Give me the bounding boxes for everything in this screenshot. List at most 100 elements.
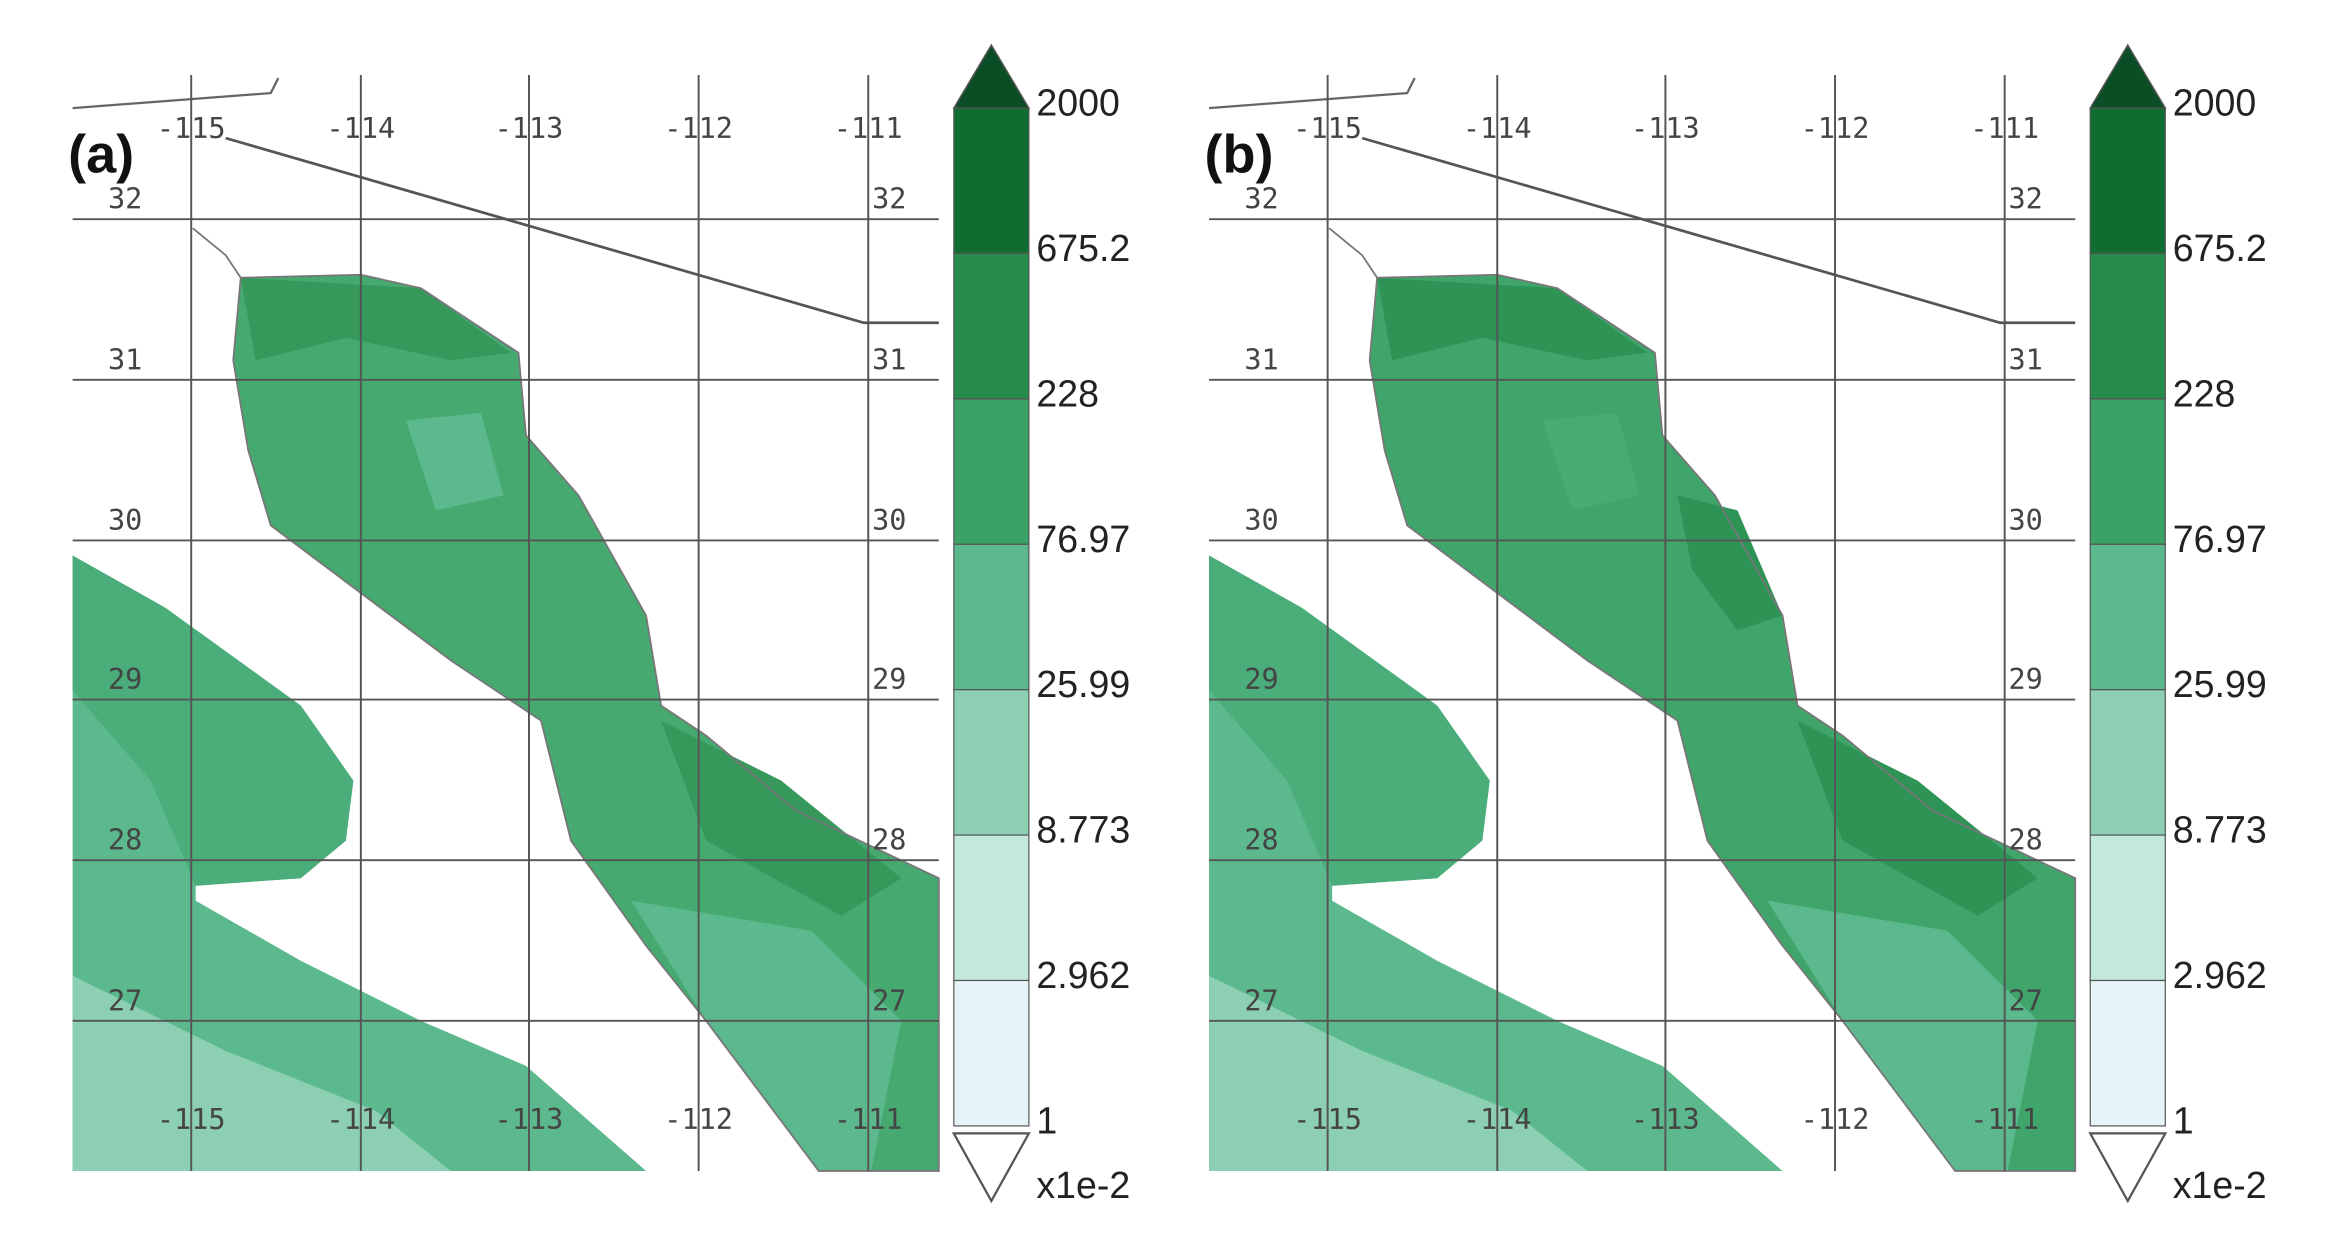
colorbar-label: 1 xyxy=(2173,1099,2194,1141)
lon-label: -115 xyxy=(157,112,226,145)
lon-label: -112 xyxy=(1801,112,1870,145)
colorbar-segment xyxy=(2089,689,2166,836)
lat-label: 30 xyxy=(2009,504,2043,537)
colorbar-segment xyxy=(953,398,1030,545)
colorbar-arrow xyxy=(2088,1132,2168,1204)
lat-label: 30 xyxy=(1244,504,1278,537)
lat-label: 29 xyxy=(2009,663,2043,696)
coastline xyxy=(232,273,940,1172)
colorbar-unit: x1e-2 xyxy=(2173,1164,2267,1206)
lat-label: 30 xyxy=(872,504,906,537)
coastline xyxy=(192,227,242,279)
lat-label: 31 xyxy=(872,343,906,376)
coastline xyxy=(1208,77,1416,110)
water-area xyxy=(661,720,902,916)
colorbar-segment xyxy=(953,252,1030,400)
colorbar-segment xyxy=(2089,107,2166,255)
colorbar-label: 8.773 xyxy=(2173,809,2267,851)
coastline xyxy=(1328,227,1378,279)
colorbar-label: 2.962 xyxy=(2173,954,2267,996)
panel-label: (b) xyxy=(1205,125,1274,185)
lon-label: -113 xyxy=(1631,112,1700,145)
colorbar-label: 2.962 xyxy=(1036,954,1130,996)
colorbar-label: 2000 xyxy=(2173,82,2256,124)
lat-label: 29 xyxy=(1244,663,1278,696)
lat-label: 32 xyxy=(1244,183,1278,216)
lon-label: -114 xyxy=(327,112,396,145)
lat-label: 29 xyxy=(872,663,906,696)
colorbar-segment xyxy=(2089,834,2166,982)
colorbar-segment xyxy=(953,107,1030,255)
lat-label: 27 xyxy=(1244,984,1278,1017)
map-panel: (a) -115 -114 -113 -112 -111 -115 -114 -113 -112 -… xyxy=(68,43,1130,1206)
water-area xyxy=(1377,277,1648,361)
colorbar-segment xyxy=(953,834,1030,982)
colorbar-segment xyxy=(2089,979,2166,1127)
lat-label: 27 xyxy=(2009,984,2043,1017)
colorbar-label: 675.2 xyxy=(1036,227,1130,269)
lat-label: 28 xyxy=(872,824,906,857)
colorbar-arrow xyxy=(951,1132,1031,1204)
lat-label: 28 xyxy=(1244,824,1278,857)
lon-label: -113 xyxy=(495,1103,564,1136)
lat-label: 32 xyxy=(2009,183,2043,216)
coastline xyxy=(72,77,280,110)
water-area xyxy=(72,555,354,886)
water-area xyxy=(405,412,504,511)
map-panel: (b) -115 -114 -113 -112 -111 -115 -114 -113 -112 -… xyxy=(1205,43,2267,1206)
lon-label: -111 xyxy=(834,112,903,145)
colorbar-segment xyxy=(2089,398,2166,545)
colorbar-label: 25.99 xyxy=(1036,663,1130,705)
colorbar-segment xyxy=(953,979,1030,1127)
lon-label: -114 xyxy=(1463,112,1532,145)
lon-label: -111 xyxy=(1970,1103,2039,1136)
colorbar-label: 76.97 xyxy=(1036,518,1130,560)
water-area xyxy=(240,277,511,361)
water-area xyxy=(1542,412,1640,511)
colorbar-segment xyxy=(2089,252,2166,400)
colorbar-label: 8.773 xyxy=(1036,809,1130,851)
colorbar-label: 25.99 xyxy=(2173,663,2267,705)
colorbar-label: 76.97 xyxy=(2173,518,2267,560)
panel-label: (a) xyxy=(68,125,134,185)
water-area xyxy=(1677,495,1783,631)
lat-label: 30 xyxy=(108,504,142,537)
colorbar-segment xyxy=(953,689,1030,836)
colorbar-label: 228 xyxy=(1036,372,1099,414)
lon-label: -112 xyxy=(664,112,733,145)
border-line xyxy=(1361,136,2076,325)
lon-label: -114 xyxy=(327,1103,396,1136)
lon-label: -115 xyxy=(1293,1103,1362,1136)
lon-label: -113 xyxy=(1631,1103,1700,1136)
colorbar-label: 228 xyxy=(2173,372,2236,414)
water-area xyxy=(1797,720,2038,916)
water-area xyxy=(1209,975,1588,1171)
lon-label: -112 xyxy=(664,1103,733,1136)
colorbar-arrow xyxy=(952,43,1031,109)
lon-label: -113 xyxy=(495,112,564,145)
lat-label: 32 xyxy=(872,183,906,216)
lon-label: -115 xyxy=(157,1103,226,1136)
colorbar-label: 2000 xyxy=(1036,82,1119,124)
lat-label: 31 xyxy=(108,343,142,376)
lat-label: 32 xyxy=(108,183,142,216)
lat-label: 27 xyxy=(108,984,142,1017)
colorbar-segment xyxy=(953,543,1030,691)
water-area xyxy=(72,975,451,1171)
lat-label: 29 xyxy=(108,663,142,696)
lon-label: -114 xyxy=(1463,1103,1532,1136)
colorbar-label: 675.2 xyxy=(2173,227,2267,269)
lon-label: -112 xyxy=(1801,1103,1870,1136)
lat-label: 28 xyxy=(2009,824,2043,857)
colorbar-segment xyxy=(2089,543,2166,691)
lat-label: 31 xyxy=(1244,343,1278,376)
colorbar-label: 1 xyxy=(1036,1099,1057,1141)
border-line xyxy=(225,136,939,325)
lat-label: 28 xyxy=(108,824,142,857)
lat-label: 31 xyxy=(2009,343,2043,376)
lon-label: -111 xyxy=(1970,112,2039,145)
colorbar-unit: x1e-2 xyxy=(1036,1164,1130,1206)
water-area xyxy=(1209,555,1490,886)
coastline xyxy=(1368,273,2077,1172)
